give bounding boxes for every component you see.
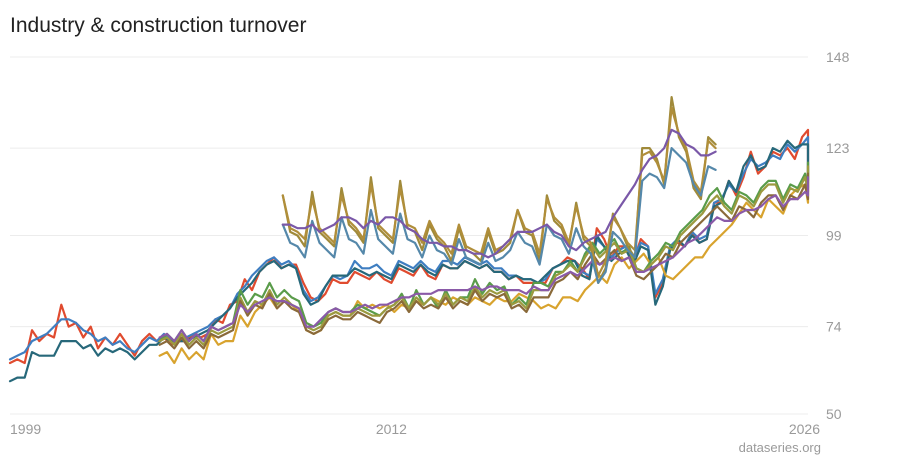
series-line-6 [158,165,810,346]
series-line-11 [281,147,717,284]
y-tick-label: 50 [826,406,842,422]
series-line-10 [281,106,717,277]
series-line-7 [158,172,810,350]
y-tick-label: 148 [826,49,850,65]
series-line-8 [158,176,810,343]
y-tick-label: 74 [826,319,842,335]
source-label: dataseries.org [738,440,821,455]
series-lines [8,95,810,383]
y-tick-label: 99 [826,228,842,244]
x-tick-label: 1999 [10,421,41,437]
y-axis-ticks: 50 74 99 123 148 [826,49,850,422]
series-line-12 [281,128,717,259]
x-tick-label: 2012 [376,421,407,437]
x-tick-label: 2026 [789,421,820,437]
y-tick-label: 123 [826,140,850,156]
chart-title: Industry & construction turnover [10,14,307,37]
x-axis-ticks: 1999 2012 2026 [10,421,820,437]
gridlines [10,56,808,415]
series-line-9 [281,95,717,284]
series-line-3 [8,139,810,383]
